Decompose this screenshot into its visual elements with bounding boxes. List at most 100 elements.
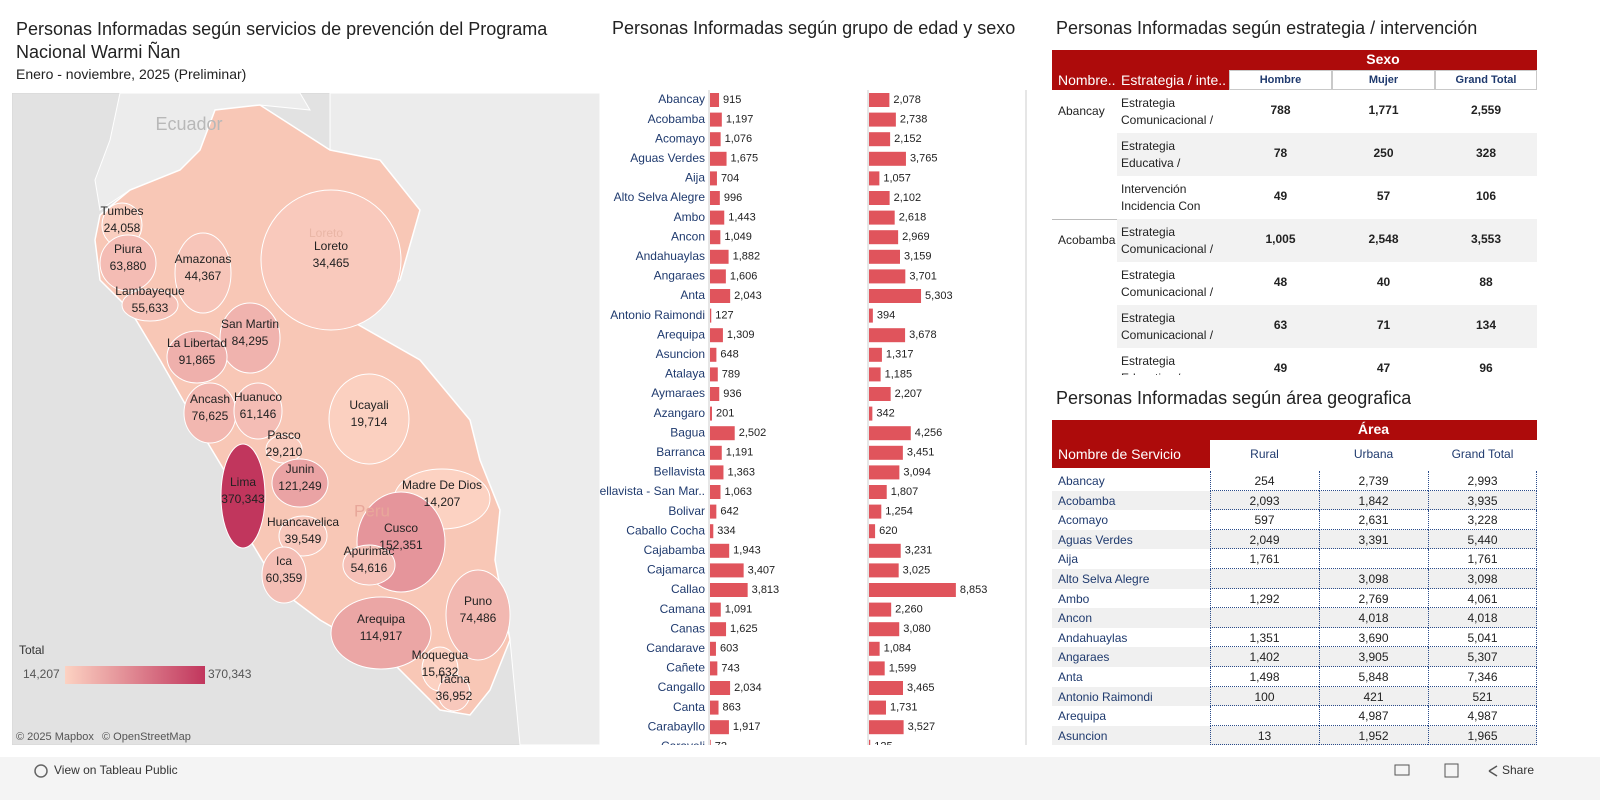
region-name: Madre De Dios: [402, 478, 482, 492]
bar-label: 1,063: [724, 486, 752, 498]
bar-label: 3,159: [904, 251, 932, 263]
bar: [710, 504, 717, 519]
bar-label: 3,231: [905, 545, 933, 557]
bar: [869, 700, 886, 715]
bar: [869, 93, 890, 107]
table-row: [1117, 90, 1537, 133]
region-name: Tumbes: [101, 204, 144, 218]
number-cell: 5,041: [1467, 630, 1498, 645]
row-label: Asuncion: [656, 347, 705, 361]
bar: [710, 563, 744, 578]
number-cell: 2,739: [1358, 474, 1389, 488]
number-cell-border: [1210, 569, 1319, 589]
number-cell-border: [1210, 647, 1319, 667]
row-label: Cañete: [666, 661, 705, 675]
tableau-icon[interactable]: [34, 764, 48, 778]
bar-label: 125: [874, 741, 892, 753]
region-value: 114,917: [360, 629, 403, 643]
column-header: Mujer: [931, 72, 963, 86]
bar: [710, 289, 731, 303]
table-row: [1052, 725, 1537, 746]
footer-link[interactable]: View on Tableau Public: [54, 763, 178, 777]
bar: [869, 622, 900, 637]
number-cell: 521: [1472, 689, 1493, 704]
service-cell: Aija: [1058, 552, 1079, 567]
number-cell-border: [1210, 706, 1319, 726]
bar: [710, 171, 717, 186]
number-cell: 2,769: [1358, 591, 1389, 606]
number-cell-border: [1210, 471, 1319, 491]
table-row: [1052, 549, 1537, 569]
number-cell: 96: [1479, 361, 1493, 375]
fullscreen-icon[interactable]: [1444, 763, 1459, 778]
region: [261, 546, 307, 604]
region-value: 44,367: [185, 269, 222, 283]
column-header: Hombre: [1229, 70, 1332, 90]
number-cell-border: [1428, 588, 1537, 609]
table-row: [1052, 529, 1537, 550]
strategy-cell: Estrategia Comunicacional / Tr..: [1121, 311, 1214, 342]
bar: [869, 171, 880, 186]
bar: [710, 426, 735, 441]
bar: [710, 465, 724, 480]
number-cell-border: [1319, 471, 1428, 491]
bar: [869, 367, 881, 382]
bar: [710, 191, 720, 205]
number-cell-border: [1428, 529, 1537, 550]
number-cell-border: [1210, 627, 1319, 648]
row-label: Bolivar: [668, 504, 705, 518]
region-value: 54,616: [351, 561, 388, 575]
bar-label: 1,049: [724, 231, 752, 243]
region-value: 36,952: [436, 689, 473, 703]
share-button[interactable]: Share: [1502, 763, 1535, 777]
service-cell: Aguas Verdes: [1058, 532, 1133, 547]
bar-chart: Nombre de S.. Hombre Mujer Abancay 915 2,078 A…: [600, 72, 1027, 753]
bar-label: 2,034: [734, 682, 762, 694]
number-cell-border: [1210, 510, 1319, 530]
table-row: [1117, 305, 1537, 348]
table-row: [1052, 686, 1537, 707]
bar: [710, 328, 723, 343]
bar: [710, 543, 730, 558]
bar: [869, 191, 890, 205]
strategy-cell: Estrategia Comunicacional / 2..: [1121, 96, 1214, 127]
bar-label: 72: [715, 741, 727, 753]
legend-title: Total: [19, 643, 44, 657]
number-cell: 4,018: [1358, 611, 1389, 626]
strategy-title: Personas Informadas según estrategia / i…: [1056, 18, 1478, 38]
number-cell: 3,098: [1467, 572, 1498, 586]
region-name: La Libertad: [167, 336, 227, 350]
row-label: Arequipa: [657, 327, 705, 341]
number-cell: 3,553: [1470, 232, 1502, 246]
region: [330, 596, 432, 670]
number-cell-border: [1428, 510, 1537, 530]
map: Ecuador Peru Loreto Tumbes 24,058 Piura 63,880…: [12, 93, 600, 745]
row-label: Ambo: [674, 210, 706, 224]
number-cell-border: [1319, 647, 1428, 667]
bar: [710, 622, 727, 637]
number-cell-border: [1210, 549, 1319, 569]
share-icon[interactable]: [1488, 765, 1498, 777]
bar-label: 1,057: [883, 172, 911, 184]
row-label: Cajabamba: [644, 543, 706, 557]
bar-label: 2,969: [902, 231, 930, 243]
number-cell-border: [1428, 608, 1537, 628]
bar: [710, 112, 722, 127]
strategy-cell: Estrategia Comunicacional / 2..: [1121, 225, 1214, 256]
basemap-label: Ecuador: [155, 114, 222, 134]
number-cell: 1,402: [1249, 650, 1280, 665]
region-name: Lima: [230, 475, 256, 489]
header-band: [1052, 420, 1537, 440]
region-value: 76,625: [192, 409, 229, 423]
number-cell-border: [1319, 569, 1428, 589]
comment-icon[interactable]: [1394, 764, 1410, 776]
number-cell: 78: [1273, 146, 1288, 160]
bar: [869, 308, 873, 323]
bar: [710, 347, 717, 362]
number-cell: 100: [1254, 689, 1275, 704]
row-label: Candarave: [646, 641, 705, 655]
number-cell-border: [1319, 706, 1428, 726]
bar-label: 1,091: [725, 604, 753, 616]
column-header: Grand Total: [1435, 70, 1537, 90]
number-cell: 7,346: [1467, 670, 1498, 684]
